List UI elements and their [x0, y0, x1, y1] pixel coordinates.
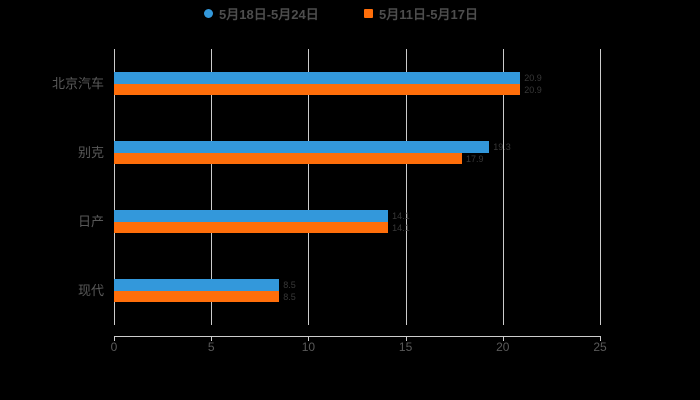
bar-series1-cat2 [114, 221, 389, 233]
x-tick-label-0: 0 [110, 340, 118, 354]
legend-marker-square-icon [364, 8, 373, 18]
bar-series1-cat0 [114, 83, 521, 95]
gridline-25 [600, 49, 601, 325]
legend-item-week1[interactable]: 5月11日-5月17日 [364, 4, 478, 22]
x-tick-10 [308, 336, 310, 341]
category-label-0: 北京汽车 [51, 75, 104, 91]
x-tick-15 [405, 336, 407, 341]
legend-marker-circle-icon [204, 8, 213, 18]
x-tick-label-15: 15 [398, 340, 413, 354]
value-label-series0-cat0: 20.9 [524, 73, 542, 83]
bar-series0-cat1 [114, 141, 490, 153]
legend-item-week2[interactable]: 5月18日-5月24日 [204, 4, 319, 22]
value-label-series1-cat1: 17.9 [465, 153, 484, 164]
legend-label: 5月11日-5月17日 [379, 6, 478, 22]
value-label-series0-cat1: 19.3 [493, 142, 511, 152]
value-label-series1-cat2: 14.1 [392, 222, 410, 233]
gridline-20 [502, 49, 504, 325]
gridline-0 [114, 49, 115, 325]
gridline-10 [308, 49, 310, 325]
bar-series1-cat3 [114, 290, 280, 302]
legend-label: 5月18日-5月24日 [219, 6, 319, 22]
x-tick-25 [600, 336, 601, 341]
bar-series0-cat0 [114, 72, 521, 84]
x-tick-20 [502, 336, 504, 341]
x-tick-5 [211, 336, 213, 341]
bar-series1-cat1 [114, 152, 462, 164]
x-axis-line [114, 336, 600, 337]
x-tick-label-25: 25 [593, 340, 607, 354]
gridline-15 [405, 49, 407, 325]
x-tick-label-20: 20 [496, 340, 510, 354]
category-label-2: 日产 [77, 213, 104, 229]
category-label-1: 别克 [77, 144, 104, 160]
value-label-series1-cat3: 8.5 [283, 291, 296, 302]
bar-series0-cat2 [114, 210, 389, 222]
x-tick-0 [114, 336, 115, 341]
category-label-3: 现代 [77, 282, 104, 298]
gridline-5 [211, 49, 213, 325]
bar-series0-cat3 [114, 279, 280, 291]
value-label-series0-cat2: 14.1 [392, 211, 410, 221]
x-tick-label-10: 10 [301, 340, 316, 354]
value-label-series0-cat3: 8.5 [283, 280, 296, 290]
x-tick-label-5: 5 [207, 340, 215, 354]
value-label-series1-cat0: 20.9 [524, 84, 542, 95]
